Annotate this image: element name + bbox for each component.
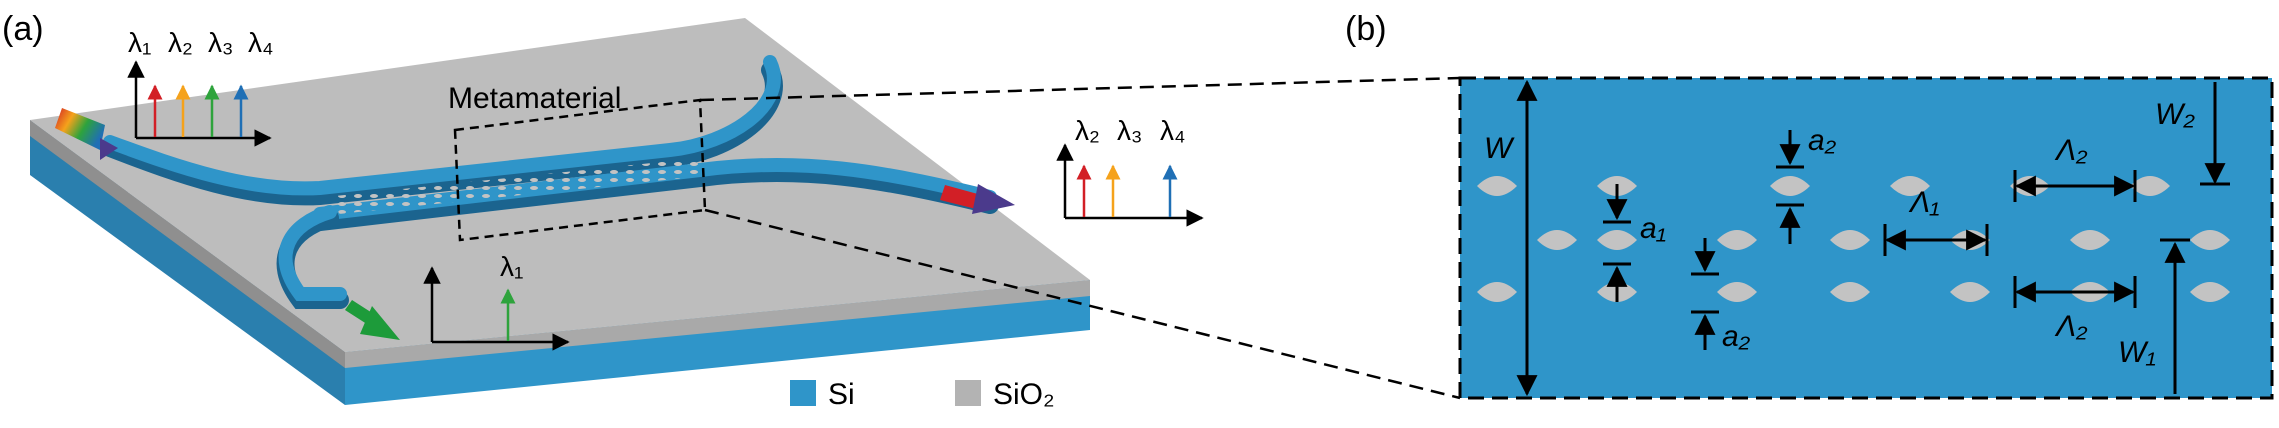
input-arrow (55, 108, 105, 150)
metamaterial-hole (2190, 282, 2230, 302)
chip (30, 18, 1090, 405)
through-arrow (940, 185, 985, 210)
chip-front-oxide (345, 280, 1090, 368)
zoom-line-top (699, 76, 1461, 102)
through-lambda-3: λ₃ (1117, 115, 1142, 146)
a1-label: a₁ (1640, 212, 1666, 245)
lambda2-top-label: Λ₂ (2054, 134, 2088, 167)
panel-b-label: (b) (1345, 10, 1387, 48)
dimensions: W W₂ W₁ a₁ a₂ a₂ Λ₁ (1484, 79, 2230, 397)
legend: Si SiO₂ (790, 378, 1055, 411)
legend-sio2-swatch (955, 380, 981, 406)
w-label: W (1484, 132, 1515, 165)
through-lambda-2: λ₂ (1075, 115, 1100, 146)
a2-top-label: a₂ (1808, 124, 1837, 157)
metamaterial-hole (2070, 230, 2110, 250)
drop-spectrum: λ₁ (423, 251, 570, 351)
metamaterial-hole (1597, 230, 1637, 250)
input-lambda-1: λ₁ (128, 27, 151, 58)
metamaterial-hole (1477, 176, 1517, 196)
metamaterial-hole (1890, 176, 1930, 196)
w1-label: W₁ (2118, 336, 2156, 369)
upper-waveguide (103, 55, 781, 196)
metamaterial-holes (335, 158, 704, 214)
input-spectrum: λ₁ λ₂ λ₃ λ₄ (127, 27, 273, 147)
metamaterial-hole (1717, 282, 1757, 302)
through-arrow-head (972, 184, 1015, 214)
input-lambda-2: λ₂ (168, 27, 193, 58)
metamaterial-hole (1950, 282, 1990, 302)
panel-a-label: (a) (2, 10, 44, 48)
metamaterial-hole (1830, 282, 1870, 302)
input-lambda-3: λ₃ (208, 27, 233, 58)
drop-lambda-1: λ₁ (500, 251, 523, 282)
legend-si-swatch (790, 380, 816, 406)
lambda2-bottom-label: Λ₂ (2054, 310, 2088, 343)
metamaterial-hole (1830, 230, 1870, 250)
a2-bottom-label: a₂ (1722, 320, 1751, 353)
chip-left-oxide (30, 120, 345, 368)
w2-label: W₂ (2155, 98, 2195, 131)
legend-sio2-label: SiO₂ (993, 378, 1055, 411)
zoom-line-bottom (704, 208, 1461, 400)
metamaterial-hole (1477, 282, 1517, 302)
metamaterial-label: Metamaterial (448, 82, 621, 115)
lambda1-label: Λ₁ (1908, 186, 1939, 219)
metamaterial-hole (1770, 176, 1810, 196)
metamaterial-hole (1717, 230, 1757, 250)
input-lambda-4: λ₄ (248, 27, 273, 58)
metamaterial-hole (1537, 230, 1577, 250)
input-arrow-head (100, 138, 118, 160)
through-lambda-4: λ₄ (1160, 115, 1185, 146)
legend-si-label: Si (828, 378, 855, 411)
drop-arrow (360, 306, 400, 340)
metamaterial-hole (2130, 176, 2170, 196)
drop-waveguide (278, 205, 347, 301)
through-spectrum: λ₂ λ₃ λ₄ (1056, 115, 1204, 227)
metamaterial-hole (2190, 230, 2230, 250)
